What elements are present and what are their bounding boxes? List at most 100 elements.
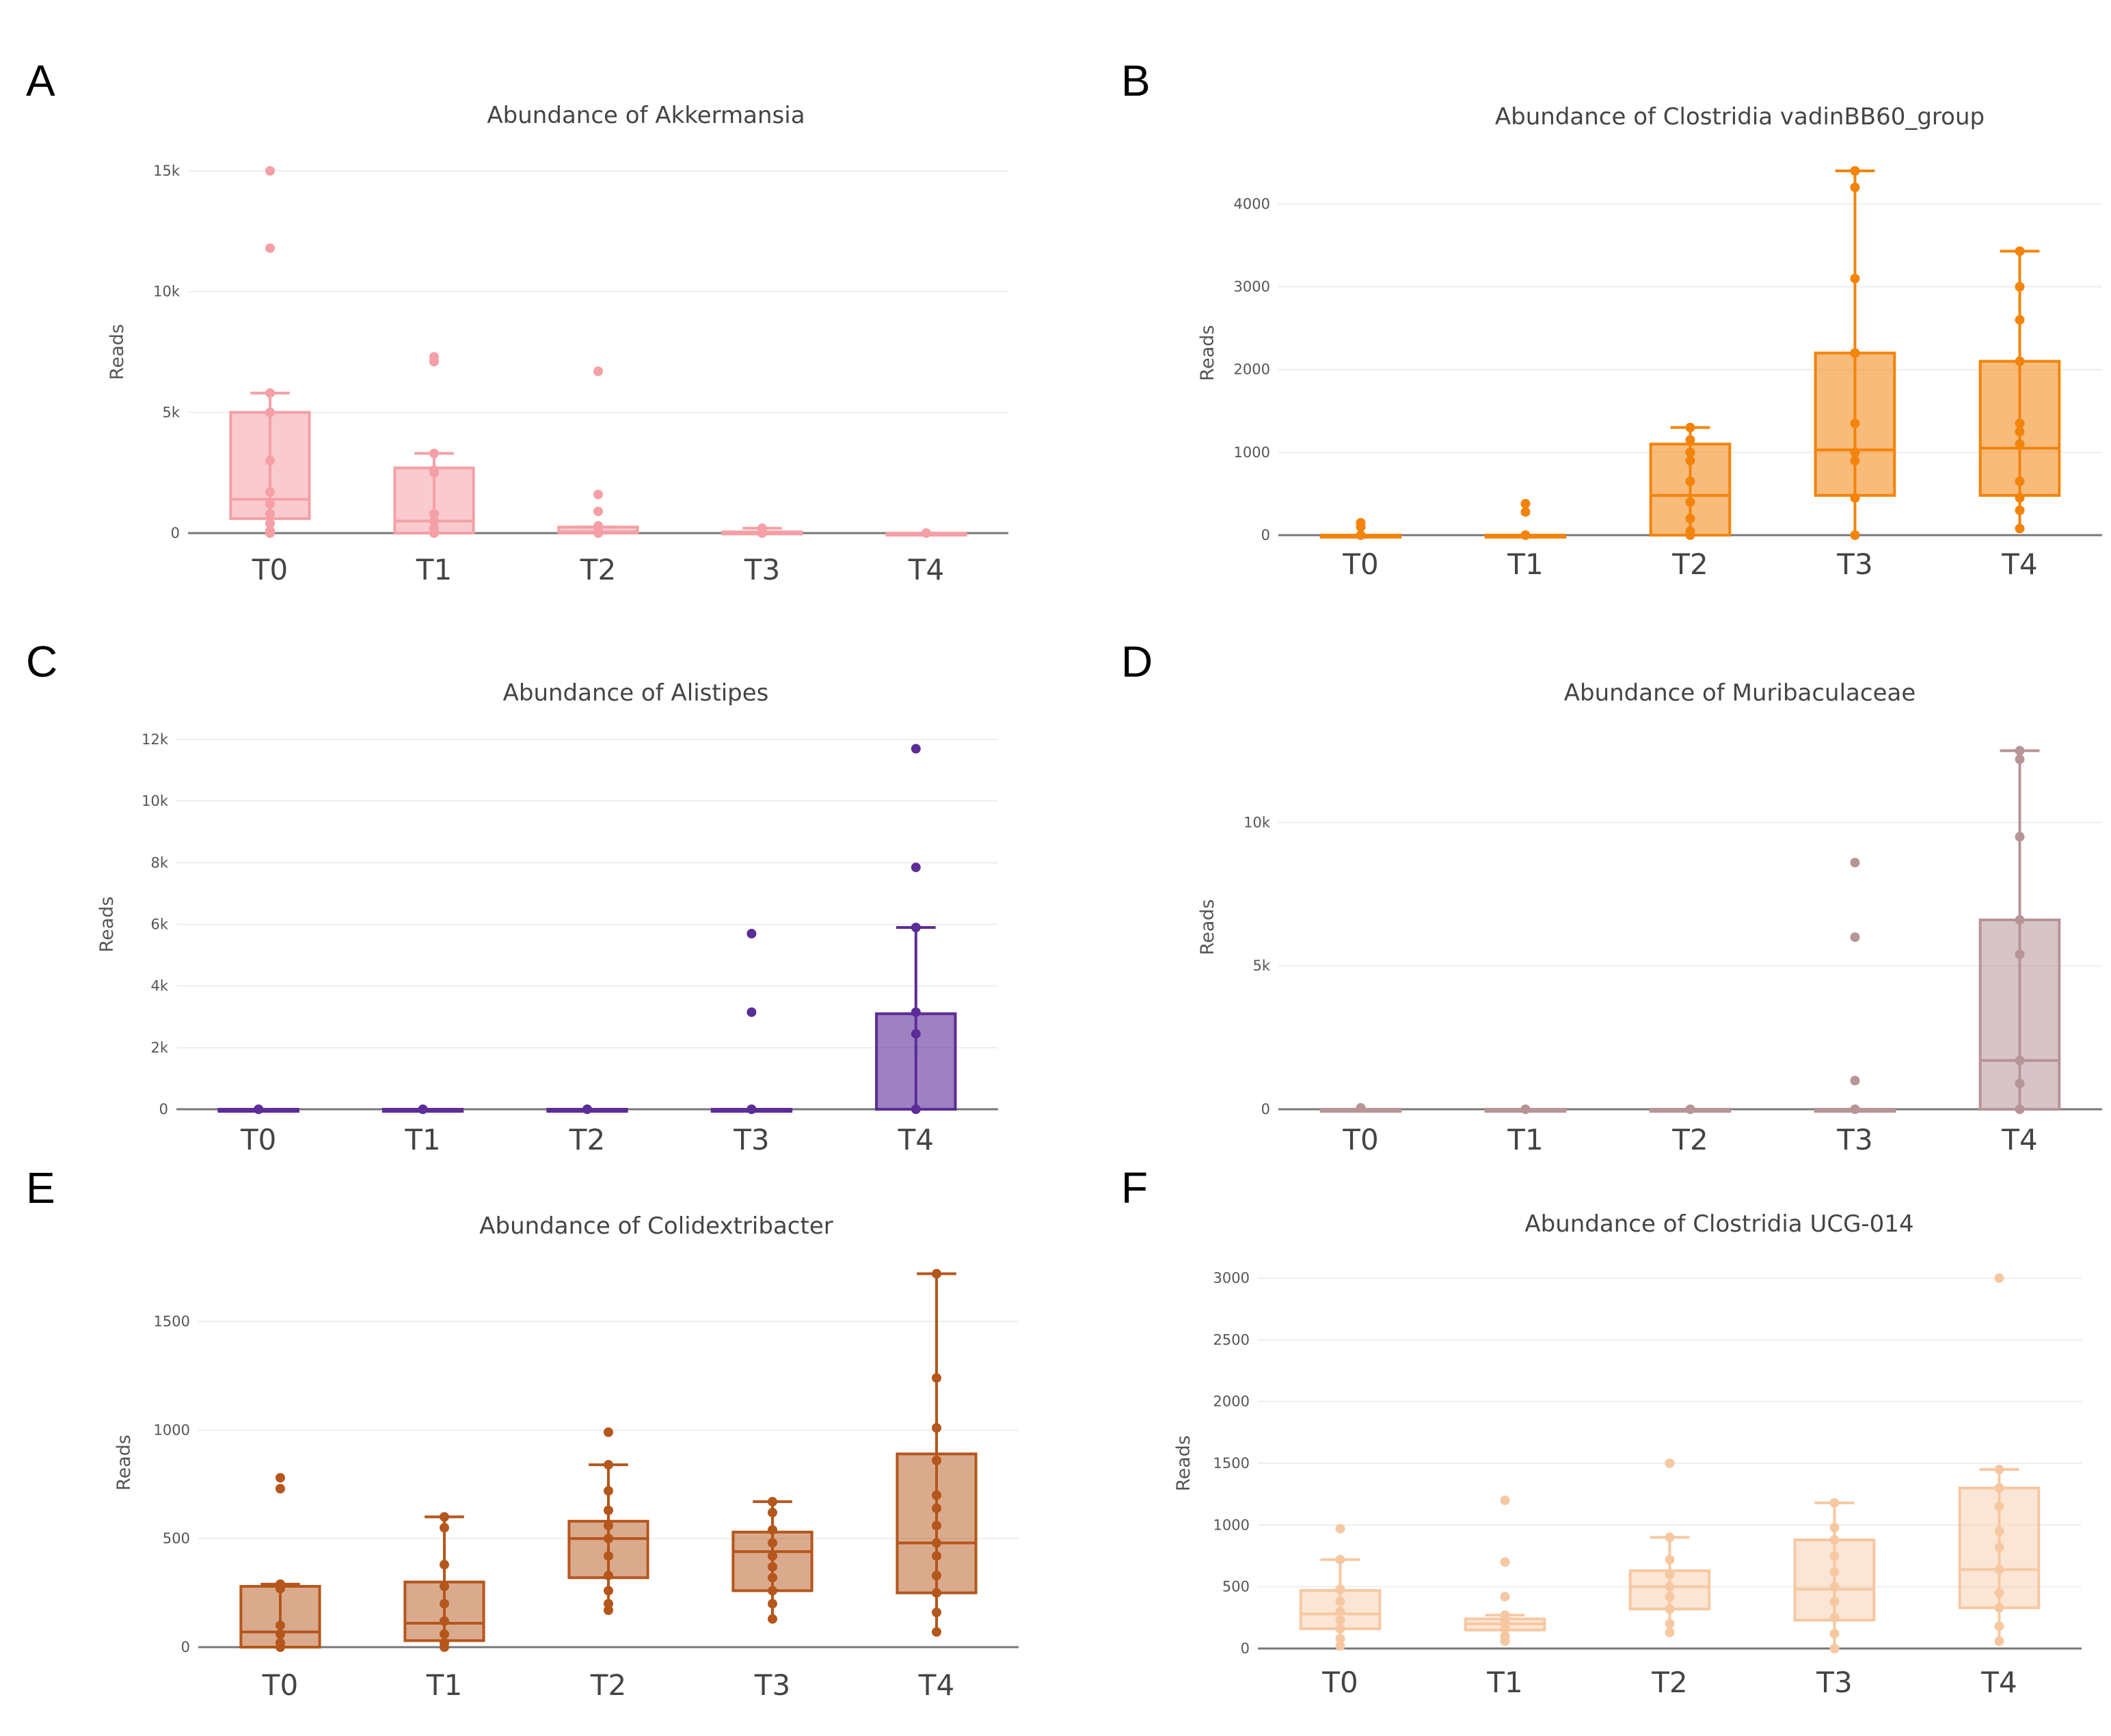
x-tick-label: T3 [744, 553, 780, 586]
box-t0 [1299, 1523, 1382, 1651]
data-point [1665, 1618, 1675, 1629]
box-t1 [1484, 1104, 1567, 1114]
data-point [1994, 1465, 2004, 1475]
y-tick-label: 0 [1261, 527, 1270, 543]
x-tick-label: T2 [1671, 547, 1708, 581]
data-point [1500, 1495, 1510, 1506]
data-point [932, 1608, 941, 1618]
data-point [440, 1560, 449, 1570]
data-point [2015, 524, 2025, 534]
data-point [932, 1588, 941, 1598]
data-point [2015, 1055, 2025, 1066]
y-axis-label: Reads [1197, 899, 1218, 955]
data-point [265, 528, 275, 538]
data-point [265, 518, 275, 528]
data-point [1850, 932, 1860, 942]
y-tick-label: 5k [162, 404, 180, 420]
data-point [1994, 1542, 2004, 1552]
box-t3 [721, 523, 803, 538]
y-tick-label: 5k [1252, 958, 1270, 974]
data-point [1829, 1522, 1840, 1532]
box-t2 [1628, 1459, 1711, 1638]
box-t2 [546, 1104, 628, 1114]
data-point [1685, 455, 1695, 465]
data-point [2015, 746, 2025, 756]
chart-title: Abundance of Colidextribacter [479, 1212, 833, 1240]
data-point [2015, 315, 2025, 325]
data-point [2015, 1079, 2025, 1089]
data-point [1829, 1582, 1840, 1592]
data-point [1850, 455, 1860, 465]
panel-letter: C [26, 637, 57, 686]
data-point [768, 1525, 777, 1535]
data-point [932, 1490, 941, 1500]
data-point [768, 1573, 777, 1583]
data-point [1685, 476, 1695, 487]
x-tick-label: T2 [580, 553, 616, 586]
data-point [1994, 1483, 2004, 1493]
x-tick-label: T0 [1321, 1666, 1358, 1699]
data-point [747, 1104, 757, 1114]
data-point [1829, 1629, 1840, 1639]
data-point [2015, 493, 2025, 503]
box-iqr [567, 1519, 649, 1579]
box-t0 [217, 1104, 299, 1114]
x-tick-label: T2 [590, 1668, 626, 1702]
y-tick-label: 0 [171, 525, 180, 541]
data-point [932, 1373, 941, 1383]
box-t4 [875, 744, 957, 1114]
data-point [747, 929, 757, 939]
y-tick-label: 0 [159, 1101, 168, 1117]
y-tick-label: 2k [150, 1040, 168, 1056]
x-tick-label: T1 [404, 1123, 440, 1156]
data-point [2015, 418, 2025, 429]
data-point [275, 1584, 285, 1594]
data-point [1665, 1554, 1675, 1564]
data-point [1500, 1592, 1510, 1602]
data-point [604, 1571, 613, 1581]
box-t1 [1484, 498, 1567, 540]
x-tick-label: T1 [416, 553, 452, 586]
data-point [1994, 1588, 2004, 1598]
data-point [2015, 282, 2025, 292]
x-tick-label: T2 [1651, 1666, 1687, 1699]
data-point [768, 1538, 777, 1548]
data-point [593, 506, 603, 517]
y-tick-label: 2500 [1213, 1331, 1250, 1348]
data-point [932, 1455, 941, 1465]
data-point [1685, 447, 1695, 457]
data-point [440, 1642, 449, 1652]
data-point [1500, 1636, 1510, 1646]
data-point [275, 1642, 285, 1652]
data-point [1335, 1615, 1345, 1625]
box-t1 [1464, 1495, 1546, 1646]
data-point [747, 1007, 757, 1017]
y-tick-label: 12k [142, 731, 169, 748]
y-tick-label: 2000 [1213, 1394, 1250, 1410]
x-tick-label: T0 [252, 553, 288, 586]
chart-panel-f: F Abundance of Clostridia UCG-014 Reads 0 50… [1121, 1163, 2082, 1699]
data-point [440, 1512, 449, 1522]
data-point [932, 1521, 941, 1531]
data-point [1356, 530, 1366, 540]
box-t4 [1978, 246, 2061, 534]
data-point [265, 407, 275, 418]
box-iqr [875, 1012, 957, 1111]
data-point [440, 1582, 449, 1592]
data-point [911, 1029, 921, 1039]
chart-title: Abundance of Clostridia UCG-014 [1524, 1210, 1913, 1238]
data-point [932, 1269, 941, 1279]
y-tick-label: 1000 [154, 1422, 190, 1438]
x-tick-label: T1 [426, 1668, 462, 1702]
data-point [1829, 1497, 1840, 1508]
data-point [1685, 1104, 1695, 1114]
x-tick-label: T2 [569, 1123, 605, 1156]
x-tick-label: T4 [2001, 1123, 2037, 1156]
box-t2 [567, 1427, 649, 1615]
data-point [757, 528, 767, 538]
data-point [1850, 1104, 1860, 1114]
data-point [1850, 418, 1860, 429]
chart-panel-d: D Abundance of Muribaculaceae Reads 0 5k 10k T… [1121, 637, 2102, 1156]
y-axis-label: Reads [96, 897, 118, 953]
data-point [275, 1629, 285, 1639]
